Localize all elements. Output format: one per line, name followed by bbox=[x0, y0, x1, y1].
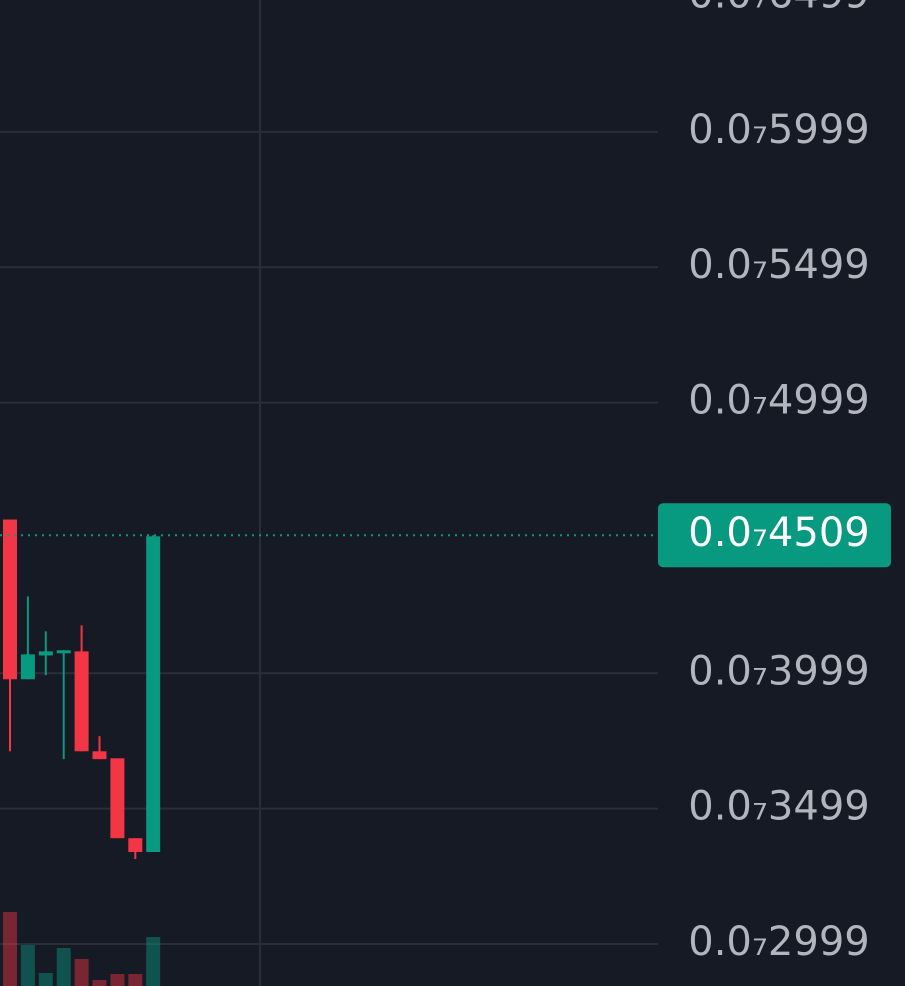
candle-body bbox=[20, 654, 35, 680]
volume-bar bbox=[38, 973, 53, 986]
volume-bar bbox=[92, 980, 107, 986]
candle-body bbox=[38, 651, 53, 656]
y-tick-label: 0.0₇4999 bbox=[688, 378, 869, 424]
volume-bar bbox=[20, 945, 35, 986]
candle-body bbox=[92, 751, 107, 760]
volume-bar bbox=[146, 937, 161, 986]
y-tick-label: 0.0₇5499 bbox=[688, 242, 869, 288]
candle-body bbox=[3, 519, 17, 680]
candle-body bbox=[128, 838, 143, 852]
candle-body bbox=[110, 758, 125, 839]
candle-body bbox=[56, 650, 71, 654]
last-price-label: 0.0₇4509 bbox=[688, 510, 869, 556]
volume-bar bbox=[128, 974, 143, 986]
last-price-box bbox=[658, 503, 891, 568]
volume-bar bbox=[56, 948, 71, 986]
candle-body bbox=[74, 651, 89, 752]
y-tick-label: 0.0₇2999 bbox=[688, 919, 869, 965]
volume-bar bbox=[74, 959, 89, 986]
candle-body bbox=[146, 536, 161, 852]
y-tick-label: 0.0₇3499 bbox=[688, 784, 869, 830]
volume-bar bbox=[3, 912, 17, 986]
y-tick-label: 0.0₇5999 bbox=[688, 107, 869, 153]
y-tick-label: 0.0₇6499 bbox=[688, 0, 869, 17]
y-tick-label: 0.0₇3999 bbox=[688, 648, 869, 694]
volume-bar bbox=[110, 974, 125, 986]
